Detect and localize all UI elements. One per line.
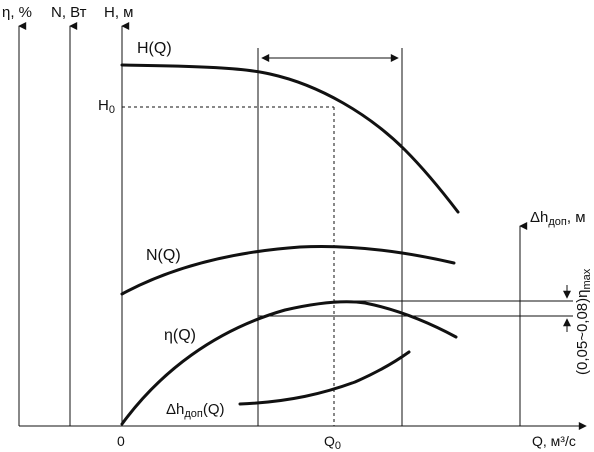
q0-tick-label: Q0 [324,433,341,452]
npsh-axis-label: Δhдоп, м [530,209,586,228]
efficiency-curve-label: η(Q) [164,327,196,344]
flow-axis-label: Q, м³/с [532,433,576,449]
h0-label: H0 [98,97,115,116]
head-axis-label: H, м [104,4,133,21]
power-curve-label: N(Q) [146,247,181,264]
power-axis-label: N, Вт [51,4,87,21]
head-curve-label: H(Q) [137,40,172,57]
efficiency-curve [120,300,458,426]
efficiency-axis-label: η, % [2,4,32,21]
head-curve [120,63,460,214]
origin-label: 0 [117,433,125,449]
power-curve [120,244,456,296]
npsh-curve-label: Δhдоп(Q) [166,401,225,420]
npsh-curve [238,350,411,406]
efficiency-band-label: (0,05~0,08)ηmax [574,268,593,375]
